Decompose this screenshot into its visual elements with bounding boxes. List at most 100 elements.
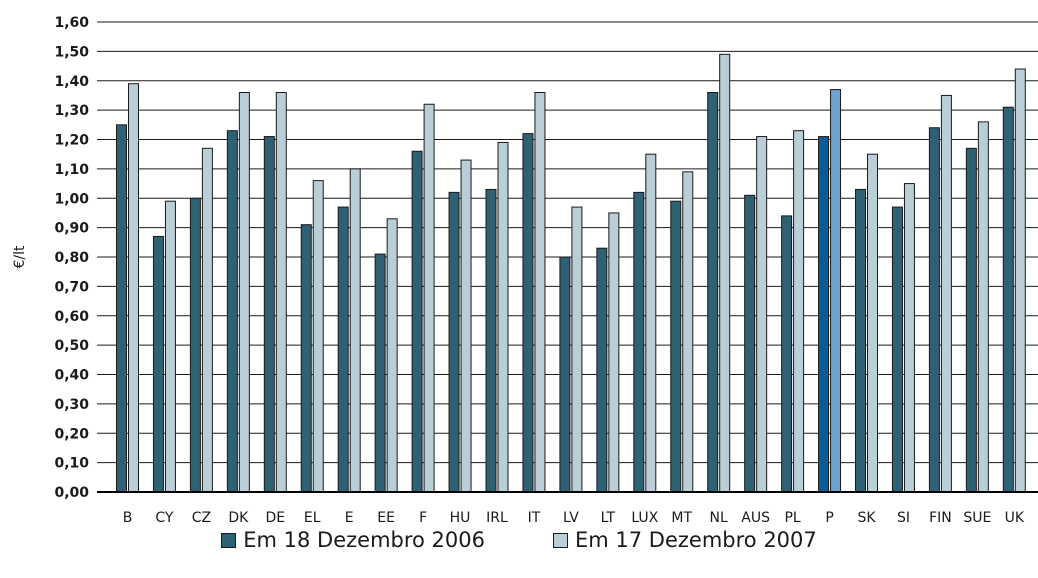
x-tick-label: IRL — [486, 510, 508, 526]
bar-nl-series-1 — [707, 92, 719, 493]
bar-aus-series-1 — [744, 194, 756, 493]
bar-lv-series-2 — [571, 206, 583, 493]
x-tick-label: P — [825, 510, 833, 526]
x-tick-label: DK — [228, 510, 249, 526]
y-tick-label: 1,20 — [54, 133, 89, 149]
y-tick-label: 0,40 — [54, 368, 89, 384]
bar-fin-series-2 — [940, 94, 952, 493]
bar-b-series-1 — [116, 124, 127, 493]
bar-sue-series-2 — [977, 121, 989, 493]
x-tick-label: LUX — [631, 510, 658, 526]
x-tick-label: SUE — [963, 510, 991, 526]
bar-fin-series-1 — [928, 127, 940, 493]
bar-sk-series-1 — [855, 188, 866, 493]
bar-si-series-1 — [891, 206, 903, 493]
bar-ee-series-1 — [374, 253, 386, 493]
x-tick-label: EL — [304, 510, 321, 526]
bar-e-series-2 — [349, 168, 361, 493]
bar-ee-series-2 — [386, 218, 398, 493]
x-tick-label: NL — [710, 510, 728, 526]
bar-pl-series-1 — [781, 215, 793, 493]
bar-lv-series-1 — [559, 256, 571, 493]
y-tick-label: 0,50 — [54, 338, 89, 354]
x-tick-label: MT — [671, 510, 692, 526]
x-tick-label: F — [419, 510, 427, 526]
bar-e-series-1 — [337, 206, 349, 493]
legend-item-series-2: Em 17 Dezembro 2007 — [553, 528, 817, 552]
bar-irl-series-2 — [497, 141, 509, 493]
bar-irl-series-1 — [485, 188, 497, 493]
x-tick-label: EE — [377, 510, 395, 526]
y-tick-label: 1,50 — [54, 44, 89, 60]
bar-uk-series-2 — [1014, 68, 1026, 493]
x-tick-label: HU — [450, 510, 471, 526]
y-tick-label: 0,70 — [54, 279, 89, 295]
bar-mt-series-1 — [670, 200, 682, 493]
bar-de-series-1 — [263, 136, 275, 493]
bar-nl-series-2 — [719, 53, 731, 493]
x-tick-label: CY — [155, 510, 174, 526]
bar-lux-series-1 — [633, 191, 645, 493]
bar-p-series-2 — [830, 89, 842, 493]
x-tick-label: LV — [563, 510, 579, 526]
y-tick-label: 1,60 — [54, 15, 89, 31]
x-tick-label: IT — [528, 510, 541, 526]
bar-mt-series-2 — [682, 171, 694, 493]
bar-cz-series-2 — [201, 147, 213, 493]
bar-sk-series-2 — [867, 153, 878, 493]
y-tick-label: 1,30 — [54, 103, 89, 119]
bar-f-series-2 — [423, 103, 435, 493]
legend-swatch-series-2 — [553, 532, 568, 548]
y-tick-label: 0,80 — [54, 250, 89, 266]
bar-p-series-1 — [818, 136, 830, 493]
bar-it-series-2 — [534, 92, 546, 493]
bar-lux-series-2 — [645, 153, 657, 493]
x-tick-label: LT — [601, 510, 616, 526]
bar-it-series-1 — [522, 133, 534, 493]
bar-f-series-1 — [411, 150, 423, 493]
x-tick-label: E — [345, 510, 354, 526]
legend-item-series-1: Em 18 Dezembro 2006 — [221, 528, 485, 552]
y-axis-tick-labels: 0,00 0,10 0,20 0,30 0,40 0,50 0,60 0,70 0,80 0,90… — [54, 15, 89, 501]
bar-si-series-2 — [903, 183, 915, 493]
bar-cz-series-1 — [189, 197, 201, 493]
bar-el-series-2 — [312, 180, 324, 493]
legend-label-series-2: Em 17 Dezembro 2007 — [575, 528, 817, 552]
bar-dk-series-2 — [238, 92, 250, 493]
y-tick-label: 1,10 — [54, 162, 89, 178]
x-tick-label: SI — [897, 510, 910, 526]
bar-lt-series-1 — [596, 247, 608, 493]
y-tick-label: 0,90 — [54, 221, 89, 237]
y-tick-label: 0,00 — [54, 485, 89, 501]
bar-b-series-2 — [128, 83, 139, 493]
bar-hu-series-2 — [460, 159, 472, 493]
bar-uk-series-1 — [1002, 106, 1014, 493]
bars — [116, 53, 1026, 493]
x-tick-label: AUS — [741, 510, 770, 526]
bar-cy-series-2 — [164, 200, 176, 493]
bar-hu-series-1 — [448, 191, 460, 493]
y-tick-label: 1,40 — [54, 74, 89, 90]
bar-dk-series-1 — [226, 130, 238, 493]
x-tick-label: FIN — [929, 510, 952, 526]
bar-sue-series-1 — [965, 147, 977, 493]
x-tick-label: UK — [1005, 510, 1025, 526]
x-tick-label: SK — [857, 510, 876, 526]
legend: Em 18 Dezembro 2006 Em 17 Dezembro 2007 — [0, 528, 1038, 552]
legend-label-series-1: Em 18 Dezembro 2006 — [243, 528, 485, 552]
y-axis-label: €/lt — [12, 245, 28, 269]
x-tick-label: DE — [265, 510, 285, 526]
x-tick-label: CZ — [192, 510, 211, 526]
y-tick-label: 1,00 — [54, 191, 89, 207]
y-tick-label: 0,60 — [54, 309, 89, 325]
y-tick-label: 0,20 — [54, 426, 89, 442]
y-tick-label: 0,30 — [54, 397, 89, 413]
bar-pl-series-2 — [793, 130, 805, 493]
x-axis-tick-labels: B CY CZ DK DE EL E EE F HU IRL IT LV LT LUX MT NL AUS PL P S… — [123, 510, 1025, 526]
bar-el-series-1 — [300, 224, 312, 493]
bar-cy-series-1 — [152, 235, 164, 493]
bar-de-series-2 — [275, 92, 287, 493]
legend-swatch-series-1 — [221, 532, 237, 548]
